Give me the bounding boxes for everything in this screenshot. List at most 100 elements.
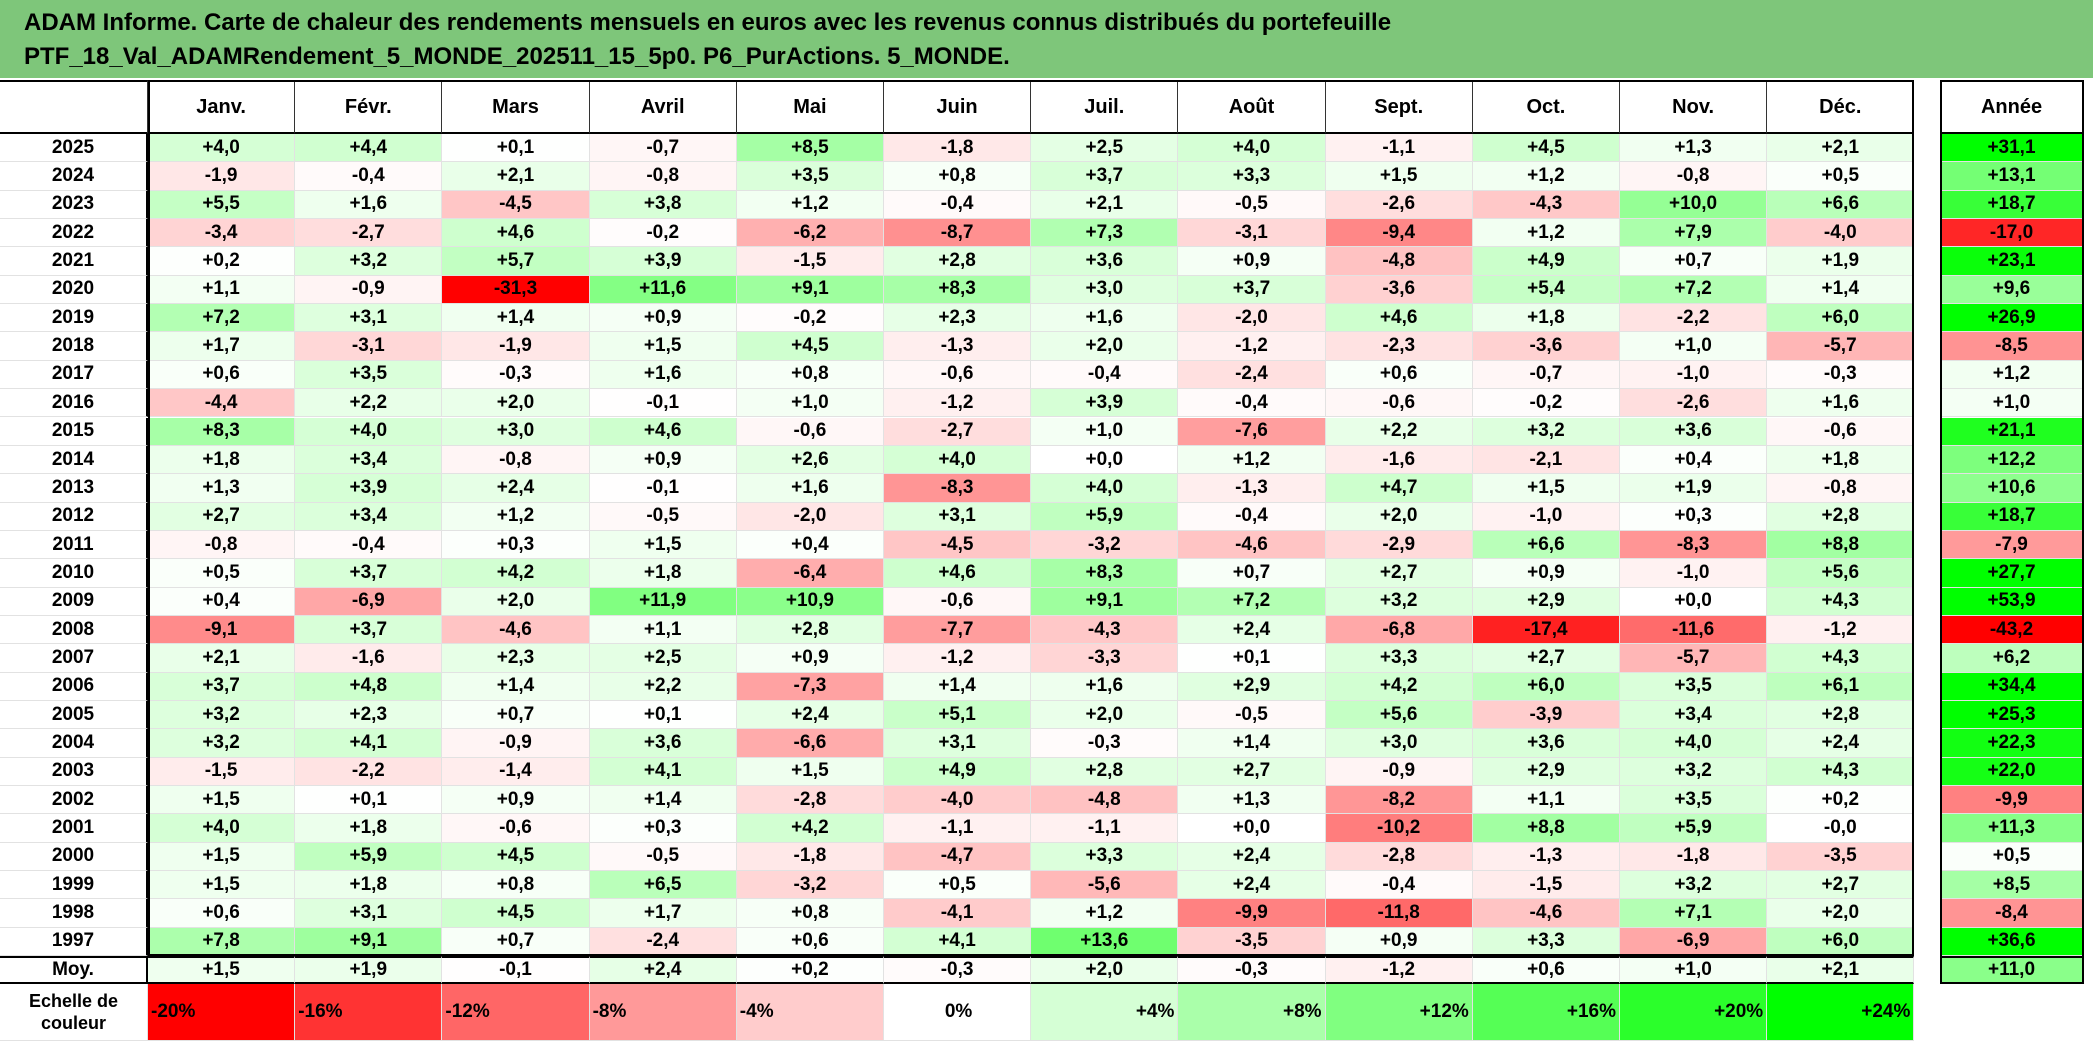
heatmap-cell: +2,9	[1472, 757, 1620, 787]
heatmap-cell: +4,6	[589, 417, 737, 446]
heatmap-cell: -1,8	[1620, 842, 1768, 872]
heatmap-cell: +1,8	[295, 814, 443, 843]
heatmap-cell: +4,0	[1031, 474, 1179, 503]
heatmap-cell: -0,6	[884, 587, 1032, 616]
heatmap-cell: -0,4	[295, 162, 443, 191]
color-scale-swatch: +4%	[1031, 984, 1179, 1041]
heatmap-cell: +1,6	[295, 190, 443, 220]
heatmap-cell: +2,4	[1178, 871, 1326, 900]
annual-cell: -8,5	[1940, 332, 2084, 361]
heatmap-cell: -0,7	[589, 134, 737, 163]
heatmap-cell: +5,4	[1472, 275, 1620, 305]
heatmap-cell: -7,3	[736, 672, 884, 701]
month-header: Avril	[589, 80, 737, 134]
heatmap-cell: -1,3	[1472, 842, 1620, 872]
average-cell: +0,2	[736, 956, 884, 985]
heatmap-cell: -1,0	[1620, 360, 1768, 390]
heatmap-cell: -4,7	[884, 842, 1032, 872]
heatmap-cell: -3,2	[736, 871, 884, 900]
heatmap-cell: -7,6	[1178, 417, 1326, 446]
heatmap-cell: -1,6	[295, 644, 443, 673]
heatmap-cell: +2,0	[1325, 502, 1473, 531]
heatmap-cell: -0,5	[589, 842, 737, 872]
heatmap-cell: +1,5	[1472, 474, 1620, 503]
heatmap-cell: -1,0	[1620, 559, 1768, 588]
heatmap-cell: +4,9	[1472, 247, 1620, 276]
heatmap-cell: -0,5	[1178, 701, 1326, 730]
heatmap-cell: +1,2	[736, 190, 884, 220]
heatmap-cell: +2,6	[736, 445, 884, 475]
heatmap-cell: +3,3	[1031, 842, 1179, 872]
heatmap-cell: +4,3	[1767, 757, 1915, 787]
heatmap-cell: -1,0	[1472, 502, 1620, 531]
heatmap-cell: +0,7	[1178, 559, 1326, 588]
heatmap-cell: +9,1	[295, 927, 443, 957]
heatmap-cell: +3,1	[884, 502, 1032, 531]
heatmap-cell: +0,6	[736, 927, 884, 957]
year-label: 2017	[0, 360, 148, 390]
heatmap-cell: -17,4	[1472, 615, 1620, 645]
heatmap-cell: -3,1	[295, 332, 443, 361]
heatmap-cell: +1,7	[589, 899, 737, 928]
heatmap-cell: -4,4	[148, 389, 296, 418]
heatmap-cell: +0,9	[1178, 247, 1326, 276]
heatmap-cell: -1,1	[884, 814, 1032, 843]
heatmap-cell: +1,5	[148, 871, 296, 900]
heatmap-cell: +1,4	[442, 304, 590, 333]
heatmap-cell: +0,9	[442, 786, 590, 815]
heatmap-cell: -0,3	[442, 360, 590, 390]
heatmap-cell: -9,4	[1325, 219, 1473, 248]
title-line-2: PTF_18_Val_ADAMRendement_5_MONDE_202511_…	[24, 43, 1010, 70]
heatmap-cell: +3,6	[589, 729, 737, 758]
heatmap-cell: -6,9	[1620, 927, 1768, 957]
heatmap-cell: +4,0	[1178, 134, 1326, 163]
heatmap-cell: +4,3	[1767, 644, 1915, 673]
color-scale-swatch: -8%	[589, 984, 737, 1041]
annual-cell: +13,1	[1940, 162, 2084, 191]
heatmap-cell: -3,3	[1031, 644, 1179, 673]
average-cell: -0,3	[884, 956, 1032, 985]
month-header: Nov.	[1620, 80, 1768, 134]
heatmap-cell: +2,4	[1178, 842, 1326, 872]
heatmap-cell: -0,5	[589, 502, 737, 531]
heatmap-cell: +1,0	[1620, 332, 1768, 361]
heatmap-cell: +6,6	[1472, 530, 1620, 560]
heatmap-cell: +2,7	[1767, 871, 1915, 900]
heatmap-cell: +2,1	[1767, 134, 1915, 163]
average-cell: +1,0	[1620, 956, 1768, 985]
heatmap-cell: +4,4	[295, 134, 443, 163]
heatmap-cell: +6,0	[1472, 672, 1620, 701]
year-label: 2013	[0, 474, 148, 503]
heatmap-cell: +2,4	[1178, 615, 1326, 645]
year-label: 1998	[0, 899, 148, 928]
heatmap-cell: +4,5	[442, 899, 590, 928]
heatmap-cell: -0,1	[589, 474, 737, 503]
heatmap-cell: +3,5	[1620, 786, 1768, 815]
heatmap-cell: -10,2	[1325, 814, 1473, 843]
heatmap-cell: -2,0	[1178, 304, 1326, 333]
year-label: 2008	[0, 615, 148, 645]
heatmap-cell: -4,8	[1031, 786, 1179, 815]
heatmap-cell: +3,1	[295, 304, 443, 333]
year-label: 2010	[0, 559, 148, 588]
heatmap-cell: -0,8	[1620, 162, 1768, 191]
heatmap-cell: -0,6	[1767, 417, 1915, 446]
average-cell: -0,3	[1178, 956, 1326, 985]
heatmap-cell: +0,0	[1620, 587, 1768, 616]
heatmap-cell: -6,8	[1325, 615, 1473, 645]
heatmap-cell: +0,1	[442, 134, 590, 163]
heatmap-cell: +3,3	[1325, 644, 1473, 673]
heatmap-cell: +1,2	[1031, 899, 1179, 928]
heatmap-cell: -0,9	[442, 729, 590, 758]
heatmap-cell: +2,0	[442, 587, 590, 616]
heatmap-cell: +9,1	[1031, 587, 1179, 616]
heatmap-cell: -4,3	[1031, 615, 1179, 645]
heatmap-cell: +2,2	[295, 389, 443, 418]
heatmap-cell: +1,0	[736, 389, 884, 418]
heatmap-cell: +1,5	[736, 757, 884, 787]
heatmap-cell: -6,4	[736, 559, 884, 588]
month-header: Sept.	[1325, 80, 1473, 134]
average-cell: +2,4	[589, 956, 737, 985]
heatmap-cell: +1,2	[1178, 445, 1326, 475]
heatmap-cell: +0,9	[589, 304, 737, 333]
